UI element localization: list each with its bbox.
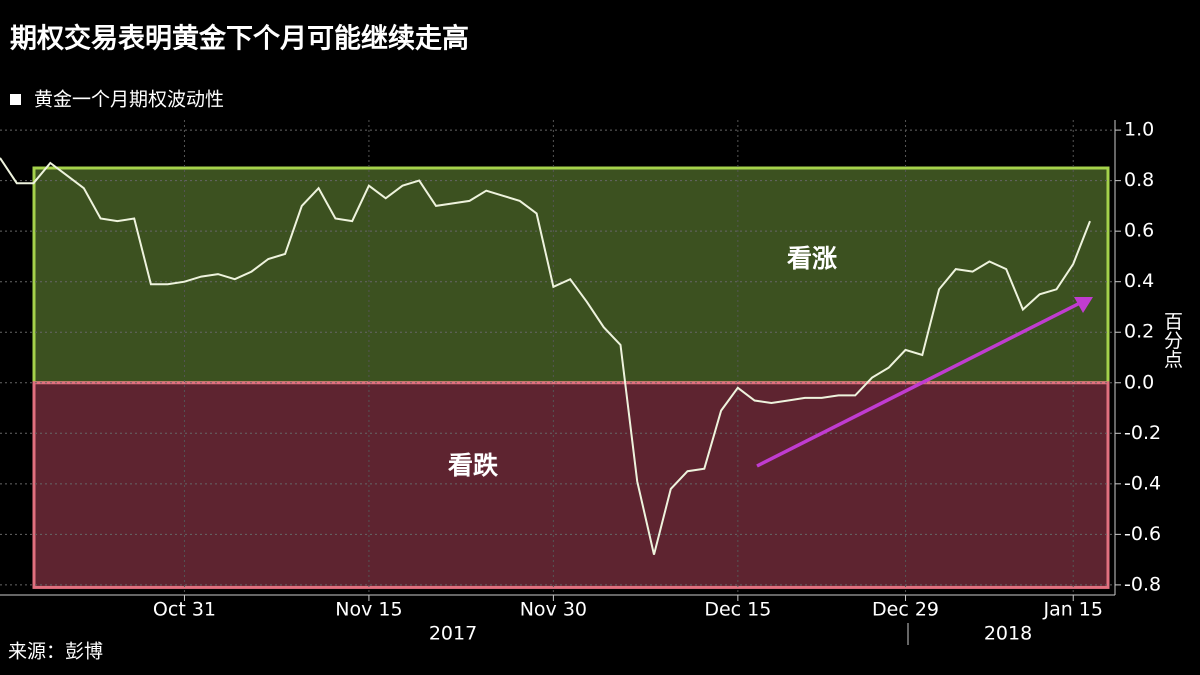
- x-tick-label: Nov 30: [520, 599, 587, 621]
- x-tick-label: Dec 15: [704, 599, 771, 621]
- y-tick-label: -0.2: [1124, 422, 1161, 444]
- y-tick-label: 0.8: [1124, 169, 1154, 191]
- y-tick-label: 1.0: [1124, 119, 1154, 141]
- y-tick-label: -0.8: [1124, 573, 1161, 595]
- x-tick-label: Oct 31: [153, 599, 216, 621]
- year-label: 2018: [984, 623, 1032, 645]
- zone-label: 看跌: [448, 451, 498, 480]
- year-label: 2017: [429, 623, 477, 645]
- y-tick-label: 0.0: [1124, 371, 1154, 393]
- zone-label: 看涨: [787, 244, 837, 273]
- y-tick-label: -0.6: [1124, 523, 1161, 545]
- y-tick-label: 0.2: [1124, 321, 1154, 343]
- trend-arrowhead: [1074, 297, 1093, 313]
- zone: [32, 381, 1110, 589]
- y-tick-label: 0.6: [1124, 220, 1154, 242]
- legend-label: 黄金一个月期权波动性: [34, 89, 224, 111]
- y-tick-label: -0.4: [1124, 472, 1161, 494]
- series-line: [0, 157, 1091, 555]
- zone: [32, 166, 1110, 385]
- x-tick-label: Nov 15: [335, 599, 402, 621]
- trend-arrow: [756, 300, 1083, 468]
- legend-swatch: [10, 94, 21, 105]
- y-axis-label: 百分点: [1161, 312, 1183, 369]
- x-tick-label: Jan 15: [1042, 599, 1103, 621]
- source: 来源：彭博: [8, 641, 103, 663]
- x-tick-label: Dec 29: [872, 599, 939, 621]
- chart-title: 期权交易表明黄金下个月可能继续走高: [10, 23, 469, 55]
- y-tick-label: 0.4: [1124, 270, 1154, 292]
